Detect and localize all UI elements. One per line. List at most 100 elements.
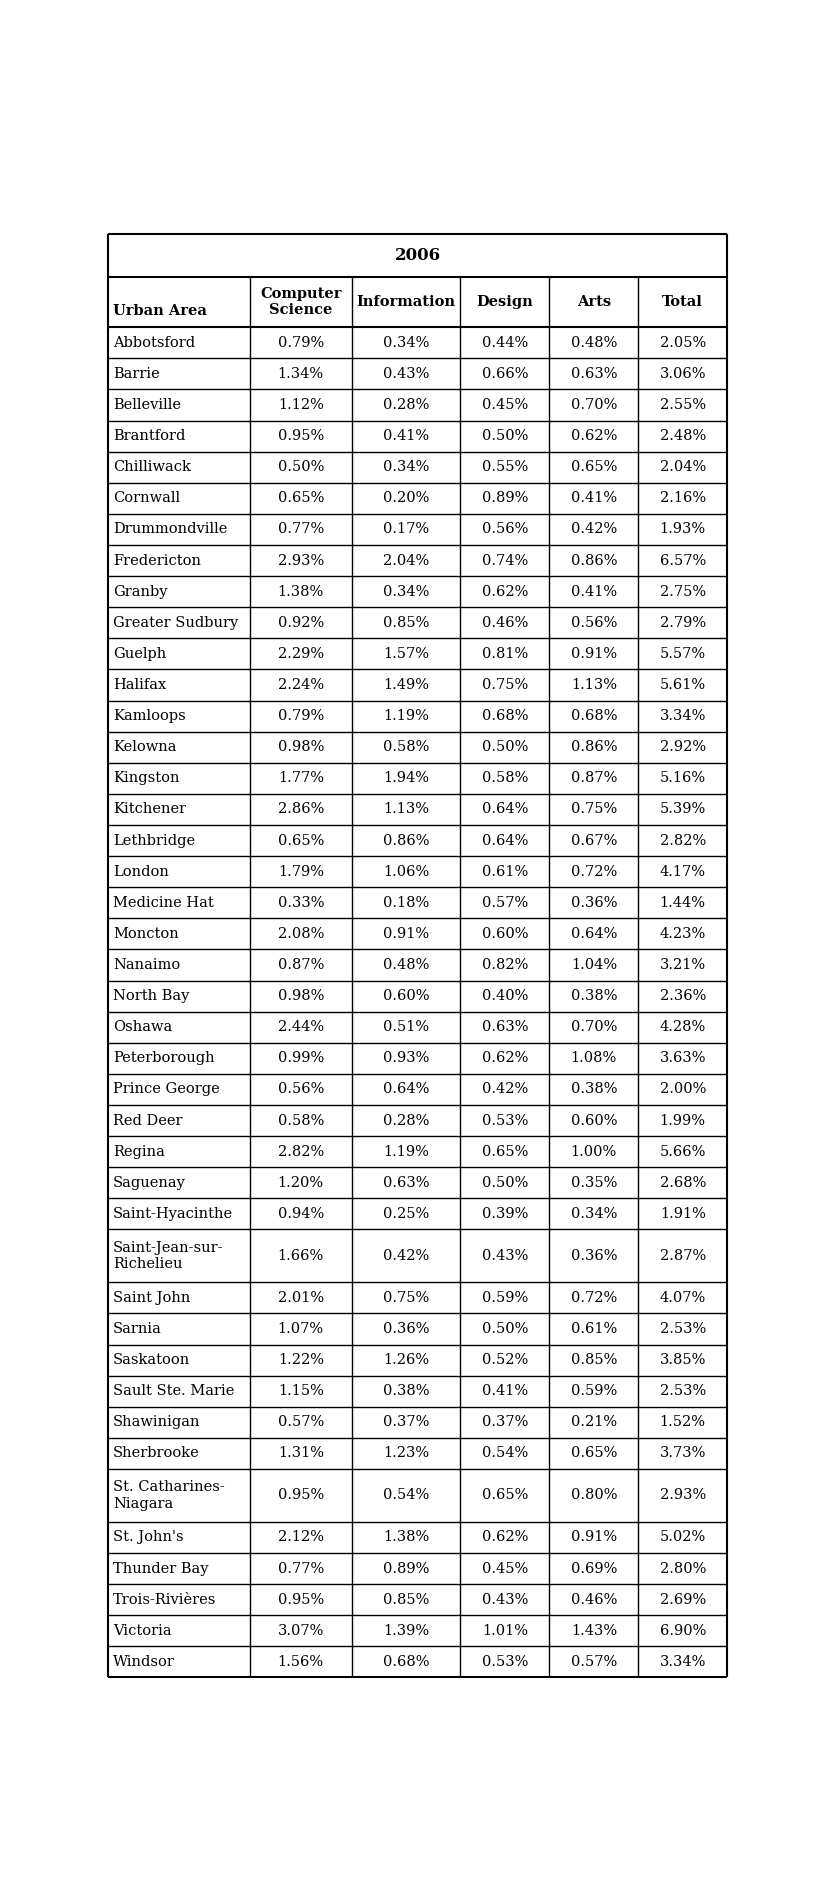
Text: 0.42%: 0.42% — [482, 1082, 528, 1097]
Text: 0.94%: 0.94% — [278, 1206, 324, 1222]
Text: 0.43%: 0.43% — [482, 1593, 528, 1607]
Text: St. John's: St. John's — [113, 1531, 184, 1544]
Text: 0.58%: 0.58% — [482, 772, 528, 785]
Text: 2.04%: 2.04% — [383, 553, 430, 568]
Text: 1.13%: 1.13% — [383, 802, 430, 816]
Text: Computer
Science: Computer Science — [260, 287, 341, 317]
Text: 0.39%: 0.39% — [482, 1206, 528, 1222]
Text: 3.06%: 3.06% — [659, 366, 706, 381]
Text: Windsor: Windsor — [113, 1656, 175, 1669]
Text: 2006: 2006 — [394, 247, 441, 264]
Text: Halifax: Halifax — [113, 678, 166, 693]
Text: 0.50%: 0.50% — [278, 461, 324, 474]
Text: 0.52%: 0.52% — [482, 1354, 528, 1367]
Text: Shawinigan: Shawinigan — [113, 1416, 200, 1429]
Text: 2.93%: 2.93% — [659, 1488, 706, 1503]
Text: 0.65%: 0.65% — [570, 1446, 617, 1461]
Text: 2.75%: 2.75% — [659, 585, 706, 598]
Text: 0.45%: 0.45% — [482, 1561, 528, 1575]
Text: 0.62%: 0.62% — [482, 1052, 528, 1065]
Text: 2.48%: 2.48% — [659, 429, 706, 444]
Text: 1.00%: 1.00% — [570, 1144, 617, 1159]
Text: 1.08%: 1.08% — [570, 1052, 617, 1065]
Text: 0.40%: 0.40% — [482, 989, 528, 1003]
Text: 0.37%: 0.37% — [383, 1416, 430, 1429]
Text: 5.16%: 5.16% — [659, 772, 706, 785]
Text: 0.18%: 0.18% — [383, 895, 430, 910]
Text: 0.77%: 0.77% — [278, 1561, 324, 1575]
Text: 0.72%: 0.72% — [570, 1291, 617, 1305]
Text: 1.20%: 1.20% — [278, 1176, 324, 1189]
Text: Fredericton: Fredericton — [113, 553, 201, 568]
Text: 0.50%: 0.50% — [482, 740, 528, 753]
Text: 0.62%: 0.62% — [570, 429, 617, 444]
Text: 2.44%: 2.44% — [278, 1020, 324, 1035]
Text: 0.64%: 0.64% — [383, 1082, 430, 1097]
Text: 0.85%: 0.85% — [383, 1593, 430, 1607]
Text: 2.82%: 2.82% — [278, 1144, 324, 1159]
Text: Belleville: Belleville — [113, 398, 181, 412]
Text: 1.23%: 1.23% — [383, 1446, 430, 1461]
Text: 0.87%: 0.87% — [570, 772, 617, 785]
Text: Guelph: Guelph — [113, 648, 166, 661]
Text: 0.85%: 0.85% — [570, 1354, 617, 1367]
Text: Information: Information — [357, 295, 456, 310]
Text: 3.85%: 3.85% — [659, 1354, 706, 1367]
Text: 0.86%: 0.86% — [383, 833, 430, 848]
Text: 1.07%: 1.07% — [278, 1322, 324, 1337]
Text: 0.86%: 0.86% — [570, 740, 617, 753]
Text: 4.23%: 4.23% — [659, 927, 706, 940]
Text: 0.60%: 0.60% — [383, 989, 430, 1003]
Text: 3.34%: 3.34% — [659, 1656, 706, 1669]
Text: 0.60%: 0.60% — [570, 1114, 617, 1127]
Text: 0.65%: 0.65% — [482, 1144, 528, 1159]
Text: North Bay: North Bay — [113, 989, 190, 1003]
Text: 0.46%: 0.46% — [482, 615, 528, 631]
Text: 0.95%: 0.95% — [278, 1593, 324, 1607]
Text: 1.52%: 1.52% — [659, 1416, 706, 1429]
Text: 0.69%: 0.69% — [570, 1561, 617, 1575]
Text: Sarnia: Sarnia — [113, 1322, 162, 1337]
Text: 0.75%: 0.75% — [570, 802, 617, 816]
Text: 0.55%: 0.55% — [482, 461, 528, 474]
Text: 0.38%: 0.38% — [383, 1384, 430, 1399]
Text: Nanaimo: Nanaimo — [113, 957, 180, 972]
Text: Arts: Arts — [577, 295, 611, 310]
Text: Prince George: Prince George — [113, 1082, 220, 1097]
Text: Saint-Jean-sur-
Richelieu: Saint-Jean-sur- Richelieu — [113, 1240, 224, 1271]
Text: 2.05%: 2.05% — [659, 336, 706, 349]
Text: 0.42%: 0.42% — [383, 1248, 430, 1263]
Text: 0.89%: 0.89% — [482, 491, 528, 506]
Text: Granby: Granby — [113, 585, 168, 598]
Text: 2.79%: 2.79% — [659, 615, 706, 631]
Text: 0.79%: 0.79% — [278, 336, 324, 349]
Text: 3.73%: 3.73% — [659, 1446, 706, 1461]
Text: 0.53%: 0.53% — [482, 1114, 528, 1127]
Text: 0.61%: 0.61% — [570, 1322, 617, 1337]
Text: 2.92%: 2.92% — [659, 740, 706, 753]
Text: 0.67%: 0.67% — [570, 833, 617, 848]
Text: 0.91%: 0.91% — [570, 1531, 617, 1544]
Text: 0.36%: 0.36% — [570, 1248, 617, 1263]
Text: St. Catharines-
Niagara: St. Catharines- Niagara — [113, 1480, 225, 1510]
Text: 0.56%: 0.56% — [570, 615, 617, 631]
Text: 1.56%: 1.56% — [278, 1656, 324, 1669]
Text: 0.63%: 0.63% — [570, 366, 617, 381]
Text: 0.54%: 0.54% — [383, 1488, 430, 1503]
Text: 2.55%: 2.55% — [659, 398, 706, 412]
Text: 2.36%: 2.36% — [659, 989, 706, 1003]
Text: 5.02%: 5.02% — [659, 1531, 706, 1544]
Text: 0.45%: 0.45% — [482, 398, 528, 412]
Text: 0.43%: 0.43% — [482, 1248, 528, 1263]
Text: 0.95%: 0.95% — [278, 1488, 324, 1503]
Text: 1.94%: 1.94% — [383, 772, 430, 785]
Text: Saguenay: Saguenay — [113, 1176, 186, 1189]
Text: Red Deer: Red Deer — [113, 1114, 183, 1127]
Text: Trois-Rivières: Trois-Rivières — [113, 1593, 217, 1607]
Text: 0.89%: 0.89% — [383, 1561, 430, 1575]
Text: 2.01%: 2.01% — [278, 1291, 324, 1305]
Text: 0.98%: 0.98% — [278, 989, 324, 1003]
Text: 0.65%: 0.65% — [482, 1488, 528, 1503]
Text: 0.64%: 0.64% — [482, 833, 528, 848]
Text: Moncton: Moncton — [113, 927, 179, 940]
